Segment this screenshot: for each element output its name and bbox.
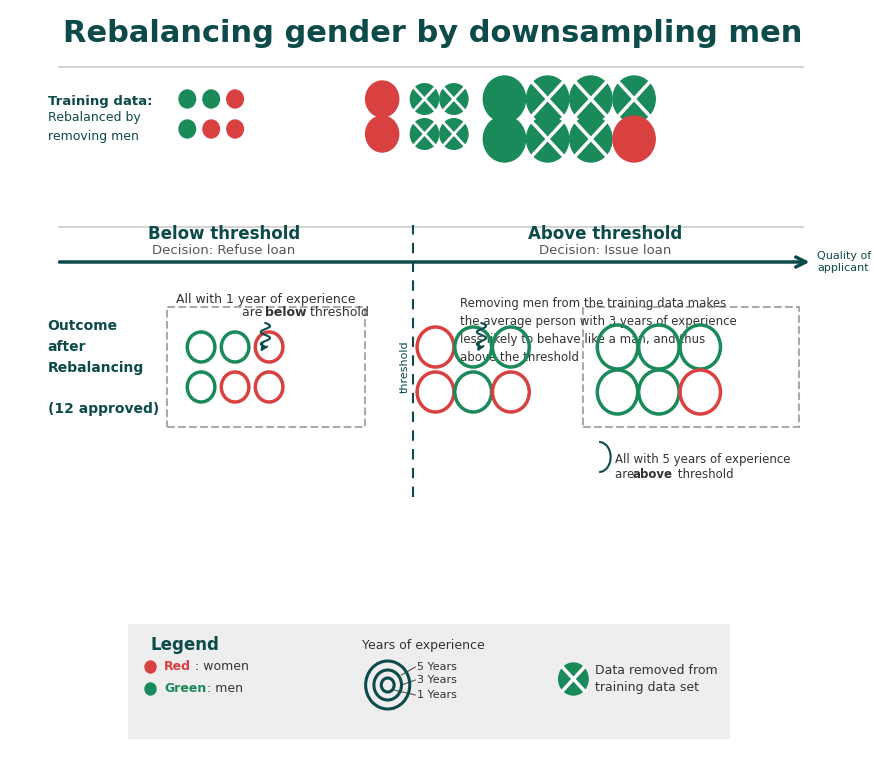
- Circle shape: [570, 116, 612, 162]
- Text: 5 Years: 5 Years: [417, 662, 457, 672]
- Circle shape: [365, 116, 399, 152]
- FancyBboxPatch shape: [128, 624, 730, 739]
- Circle shape: [179, 120, 196, 138]
- Circle shape: [558, 663, 588, 695]
- Text: 3 Years: 3 Years: [417, 675, 457, 685]
- Circle shape: [411, 84, 439, 114]
- Circle shape: [440, 119, 468, 150]
- Text: threshold: threshold: [400, 341, 410, 393]
- Circle shape: [227, 90, 243, 108]
- Text: All with 1 year of experience: All with 1 year of experience: [176, 292, 355, 305]
- Text: are: are: [614, 468, 638, 480]
- Circle shape: [203, 120, 219, 138]
- Circle shape: [227, 120, 243, 138]
- Text: Quality of
applicant: Quality of applicant: [817, 252, 871, 273]
- Circle shape: [411, 119, 439, 150]
- Text: : men: : men: [206, 683, 243, 696]
- Text: Outcome
after
Rebalancing: Outcome after Rebalancing: [47, 319, 144, 374]
- Circle shape: [203, 90, 219, 108]
- Circle shape: [440, 84, 468, 114]
- Circle shape: [483, 116, 525, 162]
- Text: are: are: [242, 307, 267, 320]
- Text: All with 5 years of experience: All with 5 years of experience: [614, 453, 790, 466]
- Text: Removing men from the training data makes
the average person with 3 years of exp: Removing men from the training data make…: [461, 297, 737, 364]
- Circle shape: [365, 81, 399, 117]
- Text: Above threshold: Above threshold: [529, 225, 683, 243]
- Text: Below threshold: Below threshold: [148, 225, 300, 243]
- Text: Green: Green: [164, 683, 206, 696]
- Circle shape: [145, 661, 156, 673]
- Text: Years of experience: Years of experience: [362, 638, 485, 651]
- Circle shape: [179, 90, 196, 108]
- Text: Red: Red: [164, 660, 191, 673]
- Circle shape: [613, 116, 656, 162]
- Text: 1 Years: 1 Years: [417, 690, 457, 700]
- Text: : women: : women: [195, 660, 248, 673]
- Text: Rebalanced by
removing men: Rebalanced by removing men: [47, 111, 141, 143]
- Text: Decision: Refuse loan: Decision: Refuse loan: [152, 245, 295, 258]
- Text: Rebalancing gender by downsampling men: Rebalancing gender by downsampling men: [63, 19, 802, 48]
- Text: Training data:: Training data:: [47, 96, 152, 108]
- Text: below: below: [265, 307, 306, 320]
- Circle shape: [526, 116, 569, 162]
- Text: threshold: threshold: [306, 307, 369, 320]
- Circle shape: [145, 683, 156, 695]
- Text: (12 approved): (12 approved): [47, 402, 159, 416]
- Circle shape: [483, 76, 525, 122]
- Text: Data removed from
training data set: Data removed from training data set: [595, 663, 718, 694]
- Circle shape: [613, 76, 656, 122]
- Text: Legend: Legend: [150, 636, 219, 654]
- Text: Decision: Issue loan: Decision: Issue loan: [539, 245, 672, 258]
- Circle shape: [526, 76, 569, 122]
- Circle shape: [570, 76, 612, 122]
- Text: threshold: threshold: [674, 468, 733, 480]
- Text: above: above: [632, 468, 672, 480]
